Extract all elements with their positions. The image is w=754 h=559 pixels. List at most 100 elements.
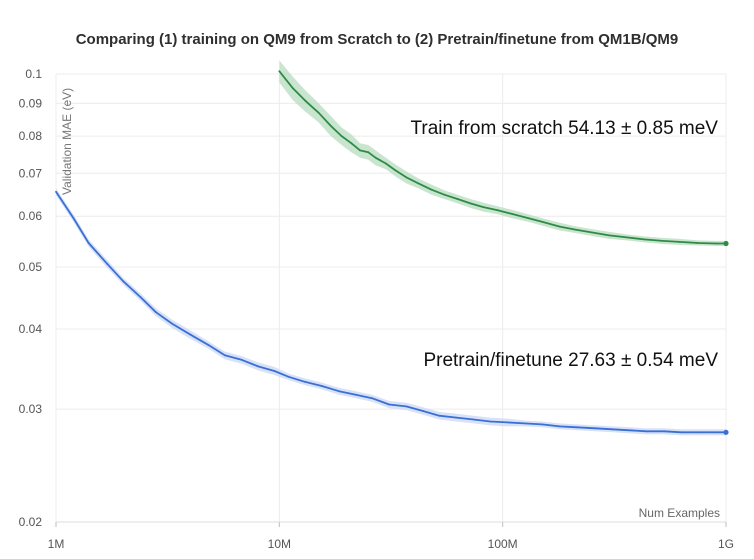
series-1-point bbox=[55, 190, 57, 193]
series-1-point bbox=[287, 375, 290, 378]
series-0-point bbox=[443, 193, 446, 196]
series-1-point bbox=[155, 311, 157, 314]
series-1-point bbox=[438, 414, 441, 417]
series-1-point bbox=[594, 427, 597, 430]
series-0-point bbox=[697, 242, 699, 244]
series-1-point bbox=[714, 431, 717, 434]
series-0-point bbox=[417, 182, 420, 185]
x-axis-ticks: 1M 10M 100M 1G bbox=[48, 537, 734, 551]
series-1-point bbox=[558, 425, 561, 428]
series-1-point bbox=[256, 365, 259, 368]
series-0-point bbox=[317, 111, 320, 114]
series-0-point bbox=[573, 228, 576, 231]
series-1-point bbox=[72, 217, 75, 220]
series-1-point bbox=[273, 370, 276, 372]
chart-title: Comparing (1) training on QM9 from Scrat… bbox=[76, 31, 679, 48]
series-1-point bbox=[405, 405, 408, 408]
series-1-point bbox=[338, 390, 340, 393]
series-1-point bbox=[170, 322, 173, 325]
series-1-point bbox=[611, 428, 614, 431]
series-0-point bbox=[374, 156, 377, 159]
series-1-point bbox=[523, 422, 526, 425]
series-0-point bbox=[430, 188, 433, 191]
series-1-point bbox=[303, 380, 306, 383]
series-0-point bbox=[511, 213, 513, 215]
series-1-point bbox=[87, 242, 90, 244]
y-axis-ticks: 0.02 0.03 0.04 0.05 0.06 0.07 0.08 0.09 0.1 bbox=[19, 67, 43, 529]
y-tick-label: 0.07 bbox=[19, 166, 43, 180]
series-1-point bbox=[472, 418, 475, 421]
series-0-line bbox=[278, 70, 726, 245]
annotation-pretrain-finetune: Pretrain/finetune 27.63 ± 0.54 meV bbox=[423, 350, 718, 371]
series-1-point bbox=[680, 431, 683, 434]
series-0-point bbox=[527, 217, 529, 220]
series-1-point bbox=[207, 343, 210, 346]
series-1-point bbox=[189, 333, 192, 336]
series-1-point bbox=[506, 421, 509, 424]
series-1-point bbox=[388, 403, 390, 406]
series-1-point bbox=[106, 263, 109, 266]
series-1-point bbox=[140, 296, 142, 299]
series-1-point bbox=[455, 416, 458, 419]
x-tick-label: 1G bbox=[718, 537, 734, 551]
series-0-point bbox=[661, 240, 664, 242]
series-1-point bbox=[576, 426, 578, 429]
series-0-point bbox=[457, 198, 459, 201]
series-0-point bbox=[626, 236, 628, 239]
series-0-point bbox=[678, 241, 681, 243]
x-tick-label: 1M bbox=[48, 537, 65, 551]
y-tick-label: 0.03 bbox=[19, 402, 43, 416]
y-tick-label: 0.05 bbox=[19, 260, 43, 274]
series-0-point bbox=[367, 151, 370, 154]
series-1-point bbox=[628, 429, 631, 432]
series-0-point bbox=[405, 176, 408, 179]
series-1-point bbox=[645, 430, 648, 433]
x-tick-label: 100M bbox=[488, 537, 518, 551]
series-0-point bbox=[482, 206, 485, 209]
series-1-point bbox=[223, 354, 226, 357]
series-0-point bbox=[278, 70, 281, 73]
series-0-point bbox=[590, 231, 593, 234]
x-tick-label: 10M bbox=[268, 537, 291, 551]
series-0-point bbox=[608, 234, 611, 237]
series-0-point bbox=[394, 169, 396, 172]
series-0-point bbox=[385, 162, 387, 165]
series-0-point bbox=[292, 87, 294, 90]
series-1-point bbox=[663, 430, 666, 433]
y-tick-label: 0.06 bbox=[19, 209, 43, 223]
series-lines bbox=[55, 70, 729, 435]
y-tick-label: 0.09 bbox=[19, 96, 43, 110]
grid bbox=[55, 73, 727, 527]
series-0-point bbox=[329, 125, 332, 127]
x-axis-label: Num Examples bbox=[639, 506, 720, 520]
series-1-point bbox=[122, 280, 125, 283]
series-1-point bbox=[541, 423, 543, 426]
series-1-point bbox=[241, 359, 243, 361]
y-axis-label: Validation MAE (eV) bbox=[60, 88, 74, 195]
y-tick-label: 0.1 bbox=[25, 67, 42, 81]
series-1-point bbox=[371, 397, 373, 400]
series-1-point bbox=[320, 385, 323, 387]
series-0-point bbox=[359, 149, 361, 152]
series-0-point bbox=[723, 240, 729, 247]
series-0-point bbox=[714, 242, 717, 245]
series-0-point bbox=[340, 135, 343, 138]
annotation-train-from-scratch: Train from scratch 54.13 ± 0.85 meV bbox=[410, 118, 718, 139]
series-1-point bbox=[697, 431, 699, 434]
series-1-point bbox=[489, 420, 492, 423]
series-1-point bbox=[723, 429, 729, 435]
series-0-point bbox=[558, 225, 561, 228]
series-0-point bbox=[496, 209, 499, 212]
series-0-point bbox=[350, 142, 353, 145]
y-tick-label: 0.04 bbox=[19, 322, 43, 336]
y-tick-label: 0.02 bbox=[19, 515, 43, 529]
series-1-point bbox=[354, 393, 357, 396]
error-bands bbox=[56, 60, 726, 436]
series-0-point bbox=[643, 238, 645, 241]
series-0-point bbox=[469, 202, 472, 205]
series-0-point bbox=[303, 99, 306, 102]
y-tick-label: 0.08 bbox=[19, 129, 43, 143]
series-1-point bbox=[422, 410, 424, 412]
